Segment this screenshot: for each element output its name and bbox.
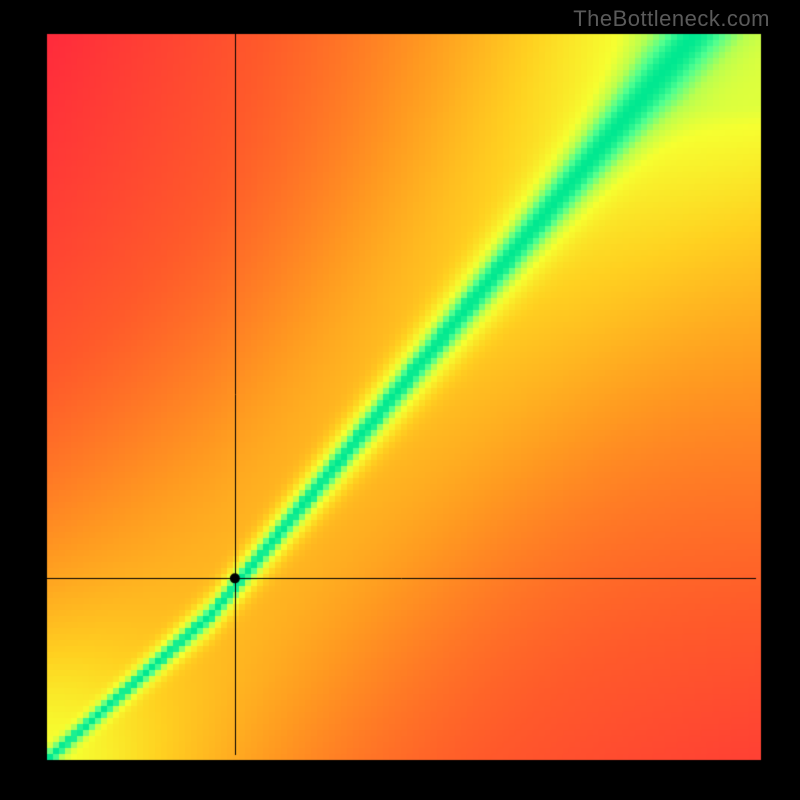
heatmap-canvas [0,0,800,800]
chart-container: TheBottleneck.com [0,0,800,800]
watermark: TheBottleneck.com [573,6,770,32]
watermark-text: TheBottleneck.com [573,6,770,31]
